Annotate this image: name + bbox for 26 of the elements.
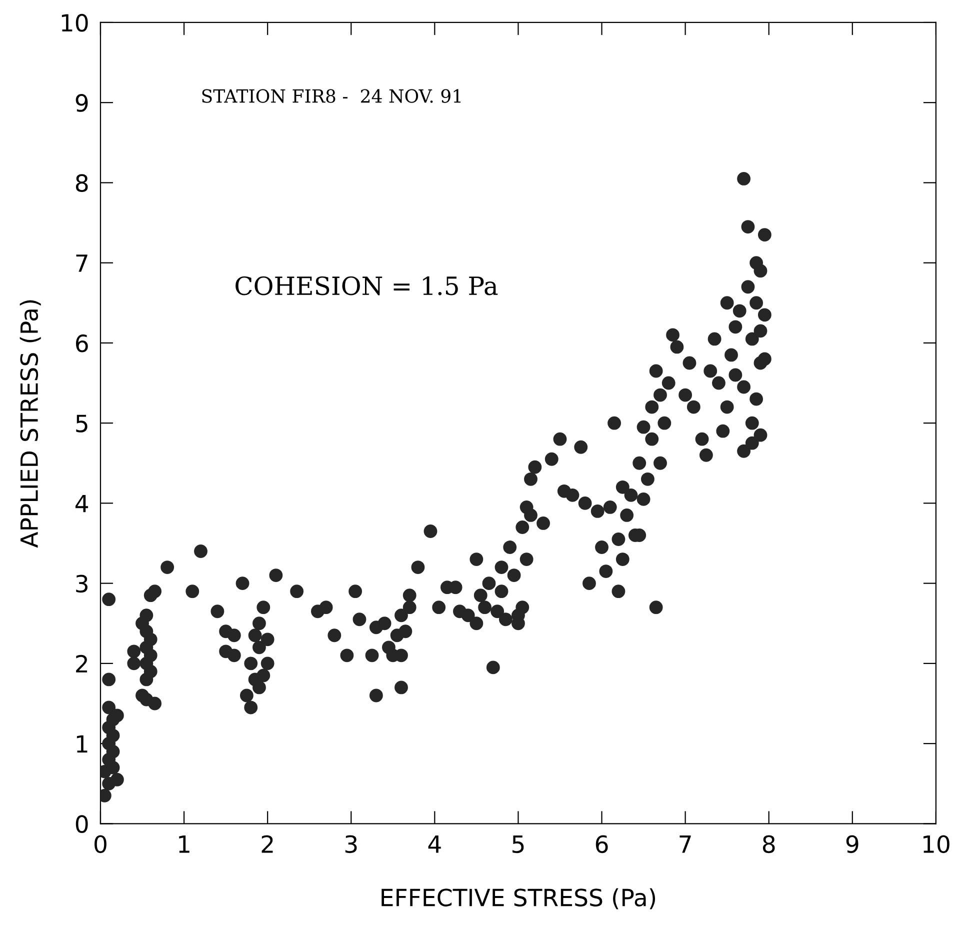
y-tick-label: 3 (76, 574, 88, 593)
x-tick-label: 5 (512, 836, 524, 854)
x-tick-label: 10 (924, 835, 950, 854)
annotation: COHESION = 1.5 Pa (236, 276, 498, 296)
x-tick-label: 3 (345, 835, 357, 854)
x-tick-label: 4 (428, 836, 441, 853)
y-axis-title: APPLIED STRESS (Pa) (20, 300, 41, 548)
y-tick-label: 5 (76, 414, 88, 432)
y-tick-label: 10 (62, 14, 88, 32)
y-tick-label: 6 (76, 334, 88, 352)
x-tick-label: 9 (846, 835, 858, 854)
x-axis-title: EFFECTIVE STRESS (Pa) (382, 888, 656, 910)
y-tick-label: 2 (76, 654, 88, 672)
x-tick-label: 1 (179, 836, 190, 853)
x-tick-label: 0 (94, 835, 106, 854)
annotation: STATION FIR8 - 24 NOV. 91 (202, 89, 461, 103)
x-tick-label: 8 (762, 835, 775, 854)
y-tick-label: 0 (76, 815, 88, 833)
y-tick-label: 4 (76, 494, 88, 512)
y-tick-label: 9 (76, 94, 88, 112)
x-tick-label: 7 (680, 836, 691, 853)
x-tick-label: 6 (596, 835, 608, 854)
x-tick-label: 2 (262, 835, 273, 853)
y-tick-label: 1 (76, 735, 88, 753)
y-tick-label: 8 (76, 174, 88, 192)
y-tick-label: 7 (76, 254, 88, 272)
